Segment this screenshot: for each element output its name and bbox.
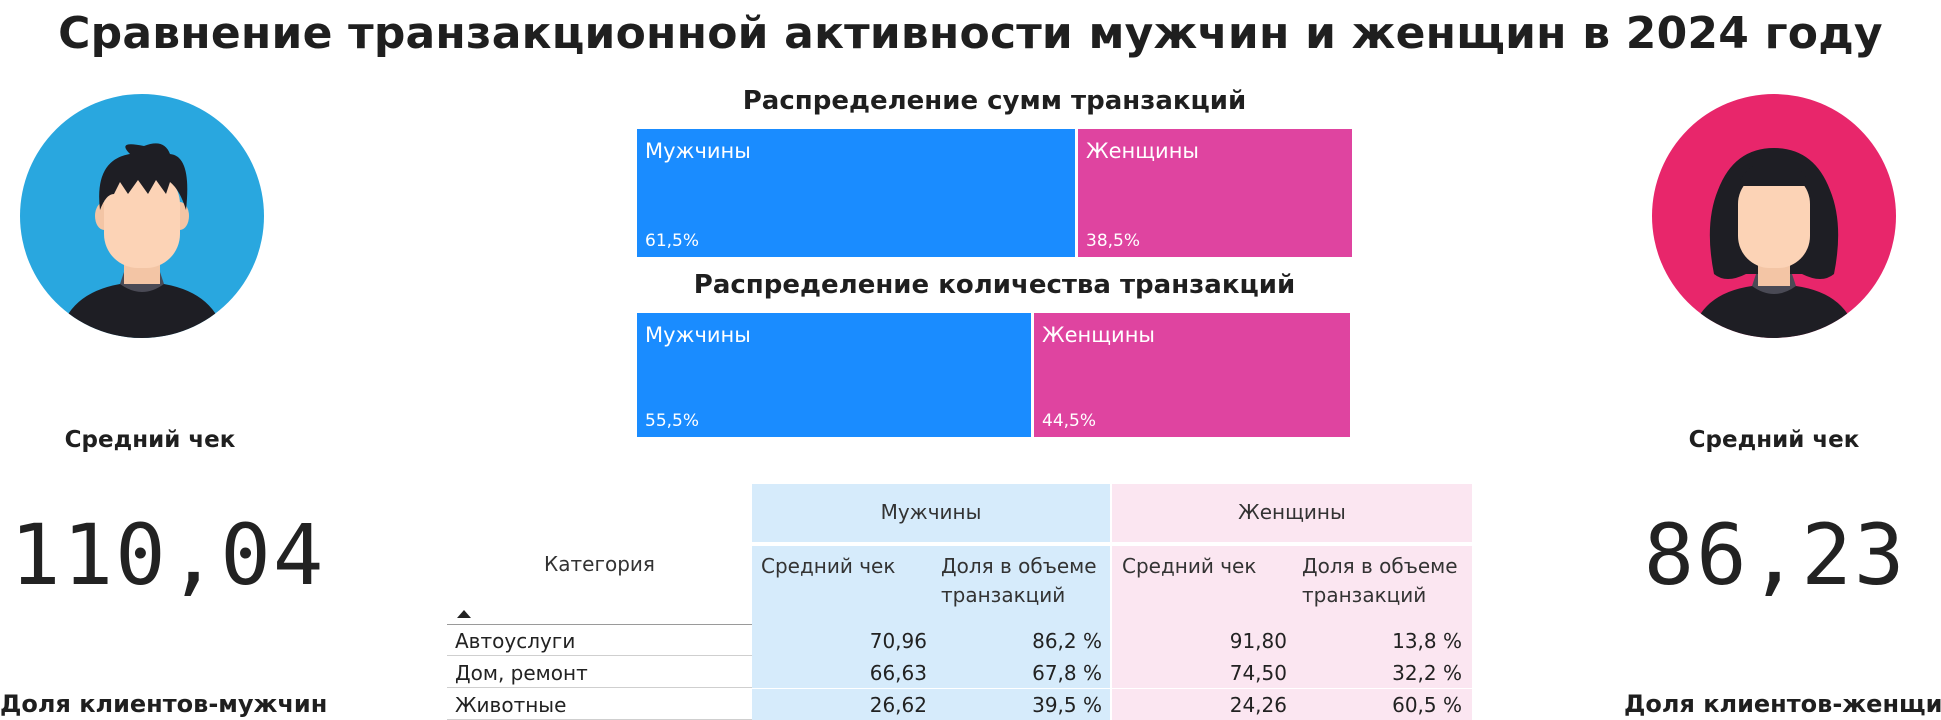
amount-bar-women-name: Женщины xyxy=(1086,139,1200,163)
row-divider xyxy=(447,687,752,688)
row-bg-men xyxy=(752,657,1110,688)
female-share-label: Доля клиентов-женщин xyxy=(1624,690,1941,718)
row-category: Автоуслуги xyxy=(455,629,576,653)
row-value: 26,62 xyxy=(869,693,927,717)
table-group-header-women: Женщины xyxy=(1112,484,1472,542)
male-avg-check-value: 110,04 xyxy=(10,506,326,604)
col-header-women-share[interactable]: Доля в объеме транзакций xyxy=(1302,554,1458,607)
table-row[interactable]: Животные 26,62 39,5 % 24,26 60,5 % xyxy=(447,689,1472,720)
row-value: 66,63 xyxy=(869,661,927,685)
row-value: 86,2 % xyxy=(1032,629,1102,653)
male-share-label: Доля клиентов-мужчин xyxy=(0,690,328,718)
female-avg-check-label: Средний чек xyxy=(1688,427,1860,453)
count-bar-women-name: Женщины xyxy=(1042,323,1156,347)
row-divider xyxy=(447,655,752,656)
row-value: 74,50 xyxy=(1229,661,1287,685)
male-avg-check-label: Средний чек xyxy=(64,427,236,453)
row-value: 24,26 xyxy=(1229,693,1287,717)
header-divider xyxy=(447,624,752,625)
female-avg-check-value: 86,23 xyxy=(1643,506,1907,604)
count-distribution-title: Распределение количества транзакций xyxy=(693,270,1296,300)
row-value: 60,5 % xyxy=(1392,693,1462,717)
row-category: Дом, ремонт xyxy=(455,661,588,685)
count-bar-men[interactable]: Мужчины 55,5% xyxy=(637,313,1031,437)
count-bar-men-pct: 55,5% xyxy=(645,411,700,431)
amount-bar-men-pct: 61,5% xyxy=(645,231,700,251)
count-bar-women-pct: 44,5% xyxy=(1042,411,1097,431)
table-group-header-men: Мужчины xyxy=(752,484,1110,542)
amount-bar-men-name: Мужчины xyxy=(645,139,751,163)
page-title: Сравнение транзакционной активности мужч… xyxy=(58,8,1883,59)
sort-ascending-icon[interactable] xyxy=(457,610,471,618)
table-category-header[interactable]: Категория xyxy=(544,552,655,576)
category-table: Мужчины Женщины Категория Средний чек До… xyxy=(447,484,1472,720)
row-bg-women xyxy=(1112,689,1472,720)
count-bar-men-name: Мужчины xyxy=(645,323,751,347)
row-bg-women xyxy=(1112,657,1472,688)
table-row[interactable]: Дом, ремонт 66,63 67,8 % 74,50 32,2 % xyxy=(447,657,1472,688)
count-bar-women[interactable]: Женщины 44,5% xyxy=(1034,313,1350,437)
row-value: 13,8 % xyxy=(1392,629,1462,653)
row-value: 91,80 xyxy=(1229,629,1287,653)
amount-bar-women-pct: 38,5% xyxy=(1086,231,1141,251)
col-header-men-share[interactable]: Доля в объеме транзакций xyxy=(941,554,1097,607)
row-value: 39,5 % xyxy=(1032,693,1102,717)
row-bg-men xyxy=(752,625,1110,656)
row-value: 67,8 % xyxy=(1032,661,1102,685)
table-row[interactable]: Автоуслуги 70,96 86,2 % 91,80 13,8 % xyxy=(447,625,1472,656)
amount-bar-men[interactable]: Мужчины 61,5% xyxy=(637,129,1075,257)
col-header-women-avg-check[interactable]: Средний чек xyxy=(1122,554,1257,578)
row-category: Животные xyxy=(455,693,567,717)
row-value: 32,2 % xyxy=(1392,661,1462,685)
male-avatar-icon xyxy=(20,94,264,338)
amount-bar-women[interactable]: Женщины 38,5% xyxy=(1078,129,1352,257)
amount-distribution-title: Распределение сумм транзакций xyxy=(742,86,1247,116)
row-bg-men xyxy=(752,689,1110,720)
female-avatar-icon xyxy=(1652,94,1896,338)
col-header-men-avg-check[interactable]: Средний чек xyxy=(761,554,896,578)
row-bg-women xyxy=(1112,625,1472,656)
row-value: 70,96 xyxy=(869,629,927,653)
